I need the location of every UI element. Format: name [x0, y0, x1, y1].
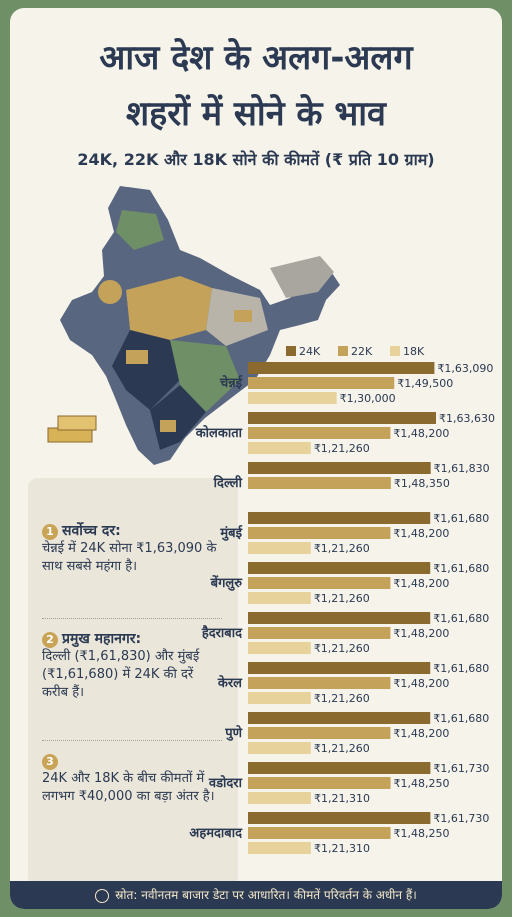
- bar-18k: [248, 842, 311, 854]
- bar-22k: [248, 577, 391, 589]
- gold-price-bar-chart: 24K 22K 18K चेन्नई ₹1,63,090 ₹1,49,500₹1,30,0…: [189, 345, 495, 855]
- bar-value-label: ₹1,61,680: [433, 612, 489, 625]
- bar-22k: [248, 777, 391, 789]
- bar-value-label: ₹1,48,200: [393, 527, 449, 540]
- city-label: मुंबई: [219, 525, 243, 541]
- bar-value-label: ₹1,61,680: [433, 562, 489, 575]
- bar-value-label: ₹1,48,200: [393, 627, 449, 640]
- bar-value-label: ₹1,21,310: [314, 792, 370, 805]
- bar-18k: [248, 392, 337, 404]
- bar-22k: [248, 377, 395, 389]
- city-label: दिल्ली: [213, 475, 243, 491]
- bar-value-label: ₹1,49,500: [397, 377, 453, 390]
- bar-value-label: ₹1,61,680: [433, 712, 489, 725]
- bar-18k: [248, 692, 311, 704]
- bar-24k: [248, 362, 435, 374]
- bar-24k: [248, 412, 436, 424]
- city-label: वडोदरा: [208, 775, 243, 791]
- bar-24k: [248, 562, 431, 574]
- bar-value-label: ₹1,61,730: [433, 762, 489, 775]
- bar-24k: [248, 512, 431, 524]
- point-text-1: चेन्नई में 24K सोना ₹1,63,090 के साथ सबस…: [42, 541, 217, 574]
- bar-value-label: ₹1,21,260: [314, 692, 370, 705]
- key-point-1: 1 सर्वोच्च दर: चेन्नई में 24K सोना ₹1,63,…: [42, 522, 222, 576]
- bar-value-label: ₹1,48,250: [394, 777, 450, 790]
- key-points-panel: 1 सर्वोच्च दर: चेन्नई में 24K सोना ₹1,63,…: [28, 478, 238, 886]
- bar-value-label: ₹1,21,260: [314, 542, 370, 555]
- bar-value-label: ₹1,48,200: [393, 677, 449, 690]
- bar-24k: [248, 712, 431, 724]
- bar-value-label: ₹1,61,680: [433, 512, 489, 525]
- bar-24k: [248, 662, 431, 674]
- bar-22k: [248, 477, 391, 489]
- city-label: चेन्नई: [219, 375, 243, 391]
- clock-icon: [95, 888, 110, 903]
- bar-value-label: ₹1,61,730: [433, 812, 489, 825]
- point-heading-2: प्रमुख महानगर:: [62, 631, 142, 647]
- bar-18k: [248, 592, 311, 604]
- city-label: बेंगलुरु: [210, 575, 244, 591]
- bar-value-label: ₹1,21,310: [314, 842, 370, 855]
- divider: [42, 740, 222, 741]
- city-label: पुणे: [224, 725, 242, 741]
- point-heading-1: सर्वोच्च दर:: [62, 523, 121, 539]
- key-point-2: 2 प्रमुख महानगर: दिल्ली (₹1,61,830) और मु…: [42, 630, 222, 702]
- gold-bars-icon: [47, 415, 97, 443]
- point-text-2: दिल्ली (₹1,61,830) और मुंबई (₹1,61,680) …: [42, 649, 200, 700]
- bar-18k: [248, 442, 311, 454]
- divider: [42, 618, 222, 619]
- bar-24k: [248, 762, 431, 774]
- bar-value-label: ₹1,21,260: [314, 592, 370, 605]
- legend-swatch-22k: [338, 346, 348, 356]
- point-text-3: 24K और 18K के बीच कीमतों में लगभग ₹40,00…: [42, 771, 215, 804]
- footer-bar: स्रोत: नवीनतम बाजार डेटा पर आधारित। कीमत…: [10, 881, 502, 909]
- subtitle: 24K, 22K और 18K सोने की कीमतें (₹ प्रति …: [77, 150, 435, 169]
- bar-value-label: ₹1,61,830: [434, 462, 490, 475]
- bar-18k: [248, 742, 311, 754]
- bar-value-label: ₹1,63,090: [437, 362, 493, 375]
- bar-24k: [248, 612, 431, 624]
- legend-swatch-24k: [286, 346, 296, 356]
- bar-value-label: ₹1,21,260: [314, 442, 370, 455]
- bar-22k: [248, 527, 391, 539]
- bar-18k: [248, 792, 311, 804]
- bar-value-label: ₹1,21,260: [314, 642, 370, 655]
- point-number-2: 2: [42, 632, 58, 648]
- bar-value-label: ₹1,30,000: [340, 392, 396, 405]
- bar-value-label: ₹1,48,200: [393, 727, 449, 740]
- legend-label-18k: 18K: [403, 345, 425, 358]
- bar-value-label: ₹1,48,200: [393, 427, 449, 440]
- city-label: अहमदाबाद: [189, 826, 243, 841]
- legend-swatch-18k: [390, 346, 400, 356]
- point-number-3: 3: [42, 754, 58, 770]
- city-label: कोलकाता: [195, 425, 243, 441]
- bar-24k: [248, 812, 431, 824]
- title-line-1: आज देश के अलग-अलग: [99, 38, 413, 78]
- bar-18k: [248, 642, 311, 654]
- infographic-card: आज देश के अलग-अलग शहरों में सोने के भाव …: [10, 8, 502, 909]
- india-map-illustration: [47, 186, 340, 465]
- bar-24k: [248, 462, 431, 474]
- footer-text: स्रोत: नवीनतम बाजार डेटा पर आधारित। कीमत…: [115, 888, 417, 902]
- bar-22k: [248, 627, 391, 639]
- bar-value-label: ₹1,61,680: [433, 662, 489, 675]
- bar-18k: [248, 542, 311, 554]
- point-number-1: 1: [42, 524, 58, 540]
- bar-value-label: ₹1,48,250: [394, 827, 450, 840]
- bar-22k: [248, 827, 391, 839]
- bar-22k: [248, 427, 391, 439]
- legend-label-24k: 24K: [299, 345, 321, 358]
- key-point-3: 3 24K और 18K के बीच कीमतों में लगभग ₹40,…: [42, 752, 222, 806]
- bar-22k: [248, 727, 391, 739]
- legend-label-22k: 22K: [351, 345, 373, 358]
- bar-value-label: ₹1,48,350: [394, 477, 450, 490]
- bar-22k: [248, 677, 391, 689]
- bar-value-label: ₹1,21,260: [314, 742, 370, 755]
- bar-value-label: ₹1,63,630: [439, 412, 495, 425]
- bar-value-label: ₹1,48,200: [393, 577, 449, 590]
- city-label: हैदराबाद: [201, 625, 243, 641]
- city-label: केरल: [217, 675, 243, 691]
- title-line-2: शहरों में सोने के भाव: [126, 94, 386, 134]
